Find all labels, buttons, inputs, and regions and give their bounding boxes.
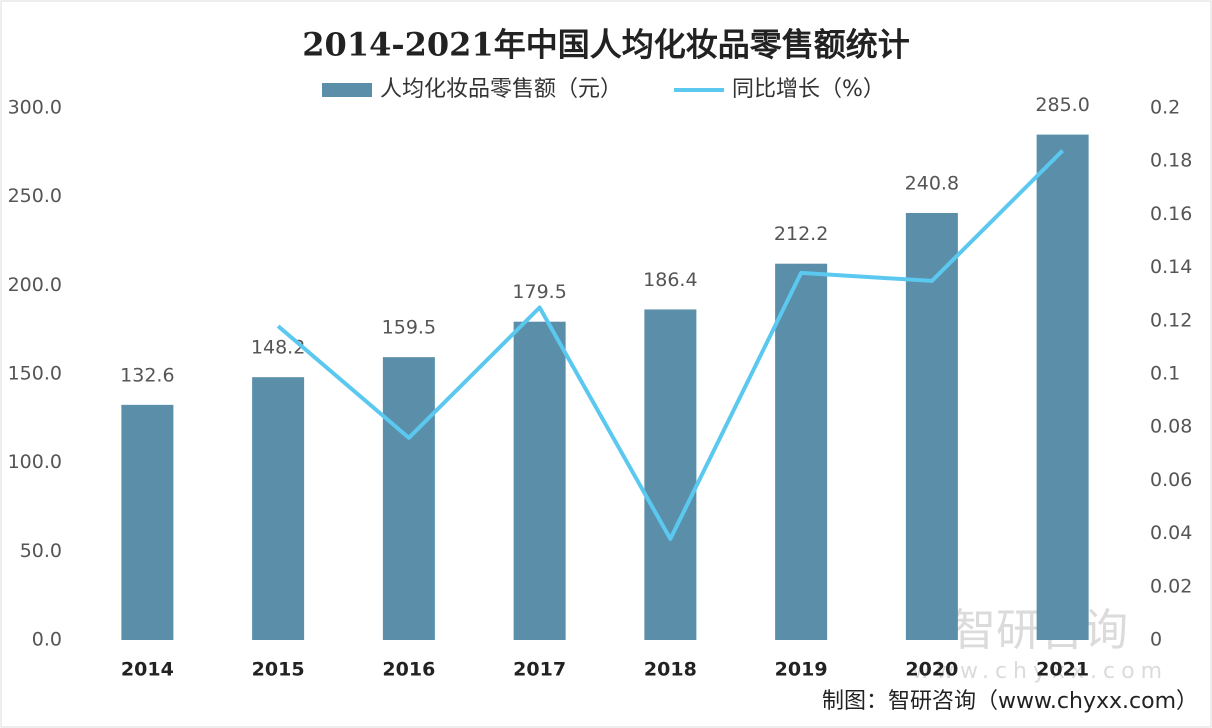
data-label: 186.4	[643, 269, 697, 291]
y2-tick-label: 0.16	[1150, 203, 1192, 225]
data-label: 212.2	[774, 223, 828, 245]
y-tick-label: 200.0	[8, 274, 62, 296]
data-label: 179.5	[512, 281, 566, 303]
bar	[252, 377, 305, 640]
bar	[513, 321, 566, 640]
legend-label: 同比增长（%）	[732, 77, 885, 102]
bar	[644, 309, 697, 640]
y2-tick-label: 0.02	[1150, 575, 1192, 597]
x-tick-label: 2017	[513, 659, 566, 681]
y2-tick-label: 0.1	[1150, 363, 1180, 385]
x-tick-label: 2014	[121, 659, 174, 681]
y-tick-label: 50.0	[20, 540, 62, 562]
source-note: 制图：智研咨询（www.chyxx.com）	[822, 689, 1198, 714]
x-tick-label: 2015	[252, 659, 305, 681]
x-tick-label: 2019	[775, 659, 828, 681]
bar	[775, 263, 828, 640]
y2-tick-label: 0.08	[1150, 416, 1192, 438]
data-label: 240.8	[905, 172, 959, 194]
bar	[905, 212, 958, 641]
x-tick-label: 2020	[905, 659, 958, 681]
data-label: 159.5	[382, 317, 436, 339]
y2-tick-label: 0.14	[1150, 256, 1192, 278]
y2-tick-label: 0	[1150, 629, 1162, 651]
chart-title: 2014-2021年中国人均化妆品零售额统计	[302, 26, 909, 64]
data-label: 132.6	[120, 364, 174, 386]
line	[276, 149, 1065, 541]
y2-tick-label: 0.04	[1150, 522, 1192, 544]
y2-tick-label: 0.06	[1150, 469, 1192, 491]
y2-tick-label: 0.12	[1150, 309, 1192, 331]
bar	[1036, 134, 1089, 640]
data-label: 148.2	[251, 337, 305, 359]
watermark-url: www.chyxx.com	[912, 659, 1168, 684]
x-tick-label: 2021	[1036, 659, 1089, 681]
y-tick-label: 100.0	[8, 451, 62, 473]
legend-swatch	[322, 83, 372, 97]
y-tick-label: 150.0	[8, 363, 62, 385]
y-tick-label: 0.0	[32, 629, 62, 651]
x-tick-label: 2018	[644, 659, 697, 681]
legend-label: 人均化妆品零售额（元）	[380, 77, 622, 102]
y-tick-label: 250.0	[8, 185, 62, 207]
y2-tick-label: 0.18	[1150, 150, 1192, 172]
bar	[382, 357, 435, 640]
y-tick-label: 300.0	[8, 97, 62, 119]
data-label: 285.0	[1035, 94, 1089, 116]
x-tick-label: 2016	[382, 659, 435, 681]
y2-tick-label: 0.2	[1150, 97, 1180, 119]
bar	[121, 404, 174, 640]
